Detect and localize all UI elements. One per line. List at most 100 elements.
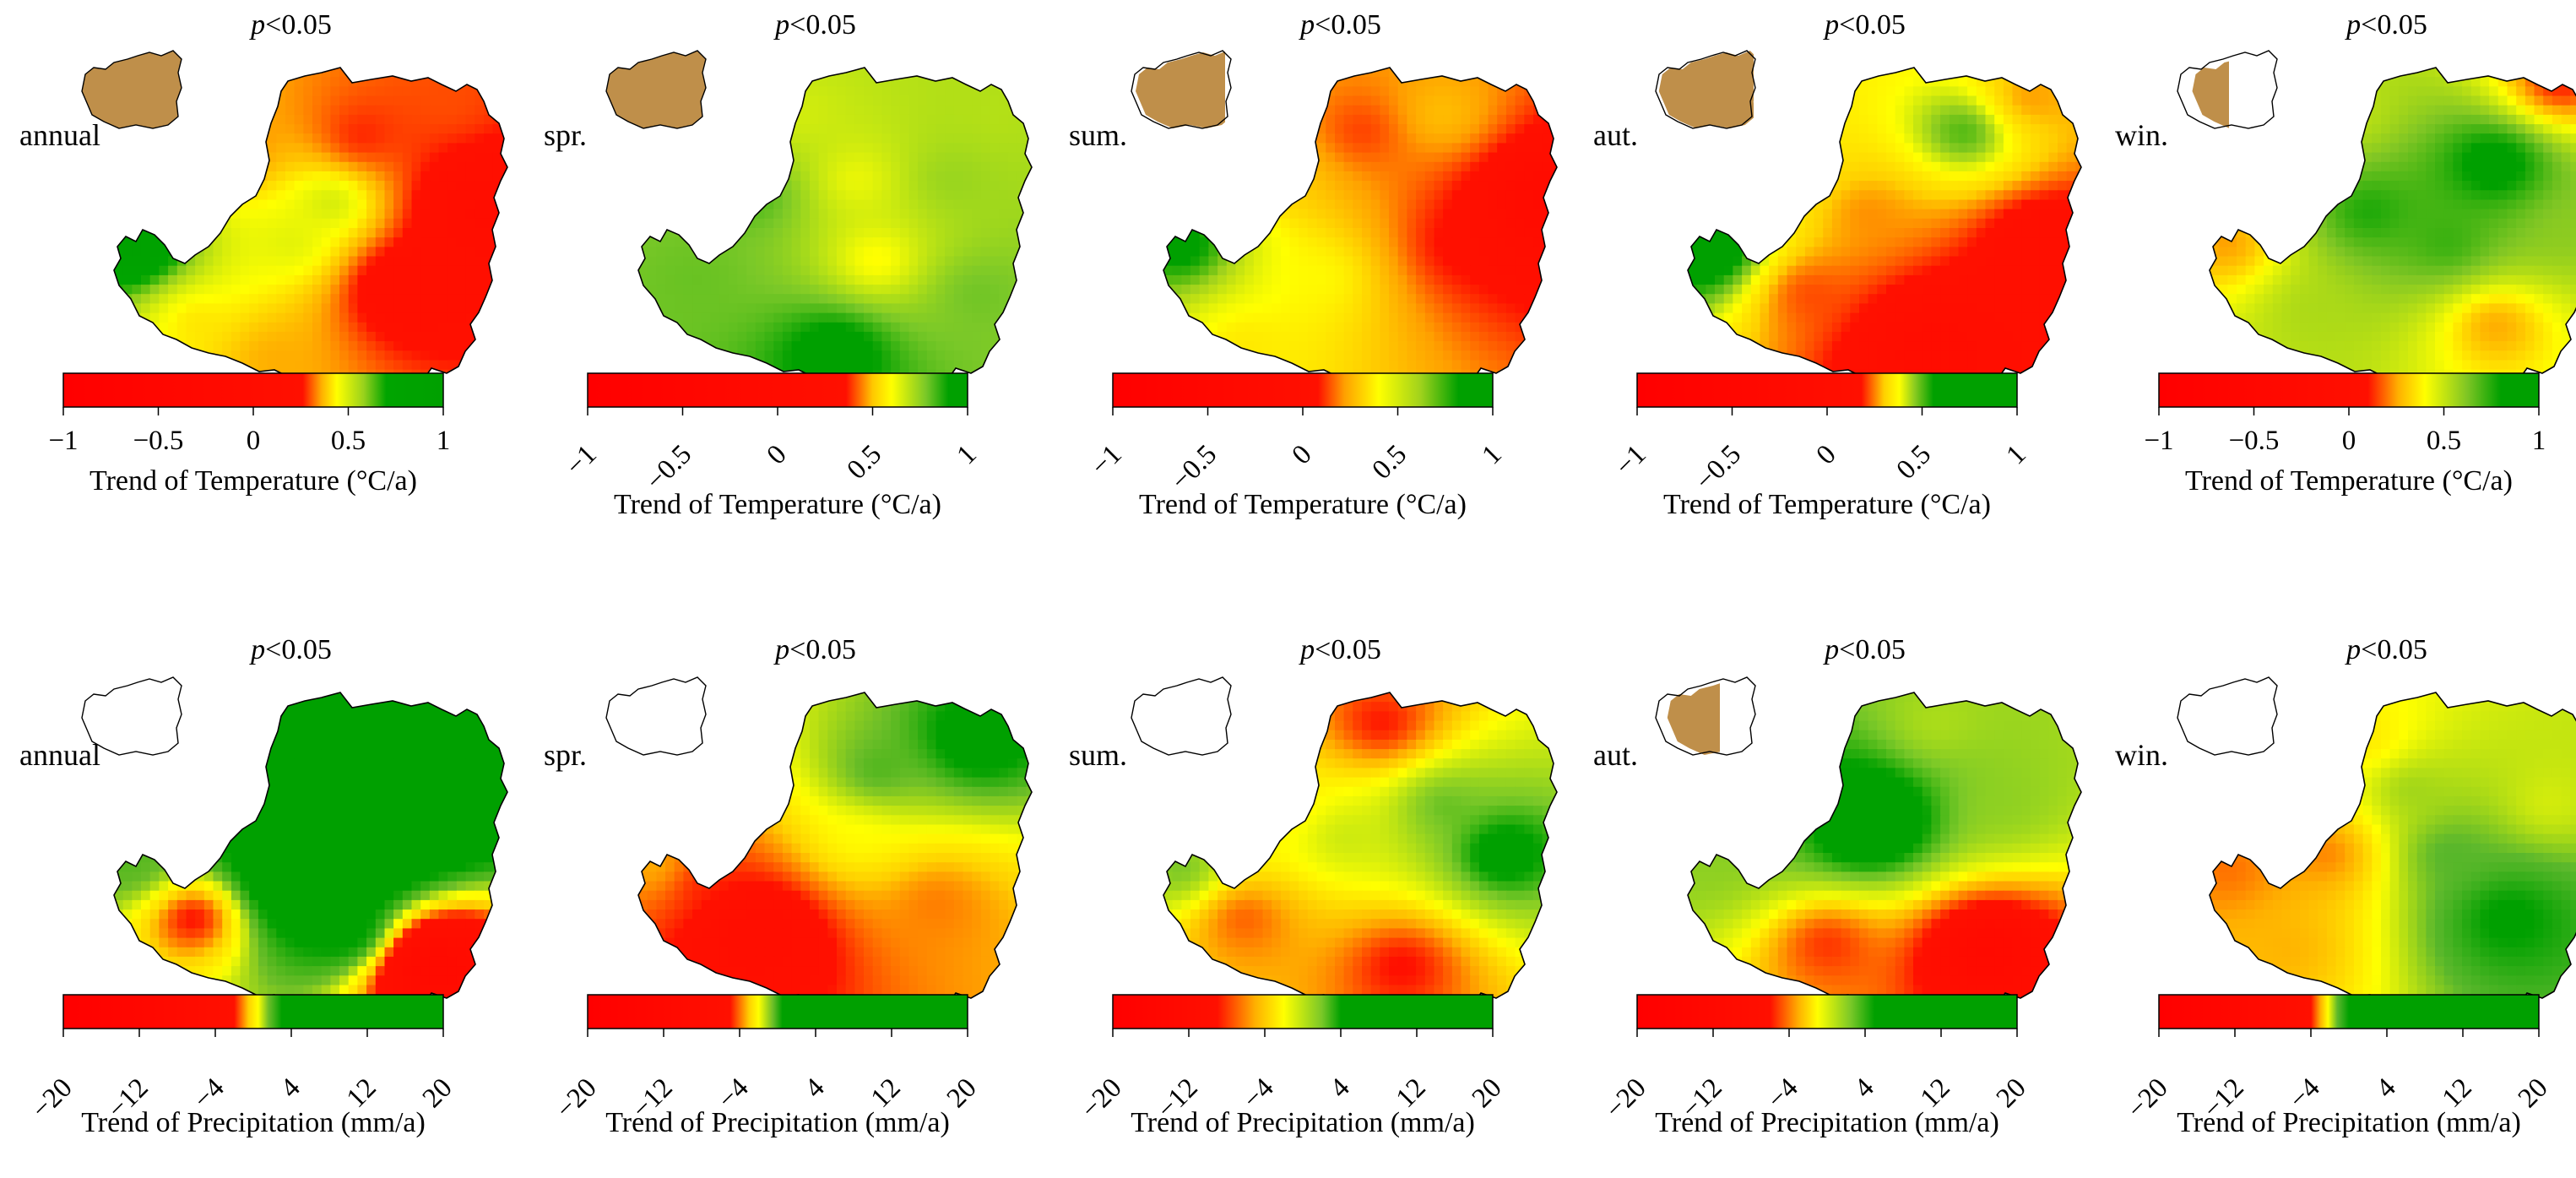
field-cell xyxy=(420,114,431,125)
field-cell xyxy=(1353,228,1363,238)
field-cell xyxy=(810,247,820,258)
field-cell xyxy=(963,360,973,371)
field-cell xyxy=(1326,331,1336,342)
field-cell xyxy=(980,133,991,144)
field-cell xyxy=(258,341,268,352)
field-cell xyxy=(746,285,757,296)
field-cell xyxy=(881,237,892,248)
field-cell xyxy=(348,247,359,258)
field-cell xyxy=(159,274,169,285)
field-cell xyxy=(2039,133,2050,144)
field-cell xyxy=(186,265,196,276)
field-cell xyxy=(1488,341,1498,352)
field-cell xyxy=(1434,274,1444,285)
field-cell xyxy=(1181,256,1191,267)
field-cell xyxy=(1343,114,1354,125)
field-cell xyxy=(303,256,313,267)
field-cell xyxy=(999,124,1009,135)
field-cell xyxy=(276,190,286,201)
field-cell xyxy=(1353,152,1363,163)
field-cell xyxy=(484,209,494,220)
field-cell xyxy=(818,285,829,296)
field-cell xyxy=(1335,294,1345,305)
field-cell xyxy=(1370,256,1381,267)
field-cell xyxy=(1488,190,1498,201)
field-cell xyxy=(411,331,421,342)
field-cell xyxy=(1008,209,1018,220)
field-cell xyxy=(230,331,241,342)
field-cell xyxy=(1478,152,1489,163)
field-cell xyxy=(935,190,946,201)
field-cell xyxy=(837,199,847,210)
field-cell xyxy=(945,303,955,314)
field-cell xyxy=(881,209,892,220)
field-cell xyxy=(366,350,377,361)
field-cell xyxy=(854,181,865,192)
field-cell xyxy=(1859,143,1869,154)
field-cell xyxy=(1217,285,1228,296)
field-cell xyxy=(1235,285,1245,296)
field-cell xyxy=(1407,265,1417,276)
field-cell xyxy=(1850,152,1860,163)
field-cell xyxy=(791,285,802,296)
field-cell xyxy=(1877,152,1887,163)
field-cell xyxy=(203,285,214,296)
field-cell xyxy=(800,190,811,201)
field-cell xyxy=(1190,265,1201,276)
field-cell xyxy=(1877,86,1887,97)
field-cell xyxy=(1163,265,1174,276)
field-cell xyxy=(1505,265,1516,276)
field-cell xyxy=(1008,237,1018,248)
field-cell xyxy=(1190,312,1201,323)
field-cell xyxy=(285,171,296,182)
field-cell xyxy=(1407,256,1417,267)
field-cell xyxy=(782,274,793,285)
field-cell xyxy=(845,114,856,125)
field-cell xyxy=(1424,181,1435,192)
field-cell xyxy=(980,237,991,248)
field-cell xyxy=(402,312,413,323)
field-cell xyxy=(276,181,286,192)
field-cell xyxy=(393,294,404,305)
field-cell xyxy=(366,228,377,238)
field-cell xyxy=(1199,274,1210,285)
field-cell xyxy=(1416,322,1426,333)
field-cell xyxy=(963,285,973,296)
field-cell xyxy=(827,152,838,163)
field-cell xyxy=(1859,152,1869,163)
field-cell xyxy=(402,331,413,342)
field-cell xyxy=(1524,294,1534,305)
field-cell xyxy=(1976,114,1987,125)
field-cell xyxy=(1370,199,1381,210)
field-cell xyxy=(2003,143,2014,154)
field-cell xyxy=(990,274,1001,285)
field-cell xyxy=(465,143,476,154)
field-cell xyxy=(2058,133,2068,144)
field-cell xyxy=(475,152,485,163)
field-cell xyxy=(1335,105,1345,116)
field-cell xyxy=(429,228,440,238)
field-cell xyxy=(872,303,883,314)
field-cell xyxy=(321,265,332,276)
field-cell xyxy=(258,237,268,248)
field-cell xyxy=(1478,171,1489,182)
field-cell xyxy=(2030,143,2041,154)
field-cell xyxy=(303,331,313,342)
field-cell xyxy=(990,152,1001,163)
field-cell xyxy=(186,331,196,342)
field-cell xyxy=(990,105,1001,116)
field-cell xyxy=(1008,190,1018,201)
field-cell xyxy=(773,341,784,352)
field-cell xyxy=(1931,105,1941,116)
field-cell xyxy=(845,228,856,238)
field-cell xyxy=(393,247,404,258)
field-cell xyxy=(1326,105,1336,116)
field-cell xyxy=(447,161,458,172)
field-cell xyxy=(1904,143,1914,154)
field-cell xyxy=(773,331,784,342)
field-cell xyxy=(285,95,296,106)
field-cell xyxy=(1533,199,1543,210)
field-cell xyxy=(1245,294,1255,305)
field-cell xyxy=(1017,152,1028,163)
field-cell xyxy=(746,303,757,314)
